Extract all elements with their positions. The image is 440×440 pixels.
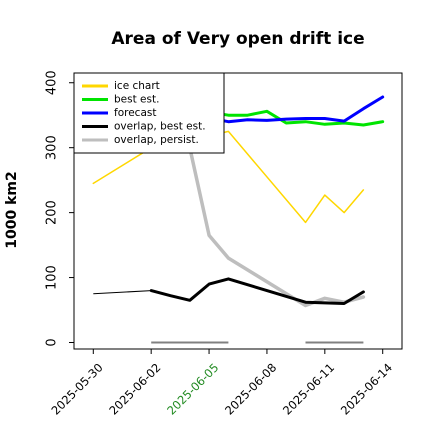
legend-label-overlap-best-est: overlap, best est. <box>114 121 206 133</box>
x-axis: 2025-05-30 2025-06-02 2025-06-05 2025-06-08… <box>48 349 395 418</box>
legend-label-ice-chart: ice chart <box>114 80 160 92</box>
legend-label-overlap-persist: overlap, persist. <box>114 134 199 146</box>
x-tick-label: 2025-06-02 <box>106 360 163 417</box>
x-tick-label: 2025-05-30 <box>48 360 105 417</box>
y-tick-label: 0 <box>45 338 60 346</box>
series-line-overlap-best-est <box>149 277 365 305</box>
x-tick-label: 2025-06-08 <box>222 360 279 417</box>
x-tick-label: 2025-06-11 <box>280 360 337 417</box>
y-tick-label: 400 <box>45 70 60 95</box>
x-tick-label: 2025-06-14 <box>338 360 395 417</box>
y-tick-label: 100 <box>45 265 60 290</box>
gap-connector-line <box>93 290 152 295</box>
chart-title: Area of Very open drift ice <box>111 29 364 49</box>
y-tick-label: 300 <box>45 135 60 160</box>
y-axis-label: 1000 km2 <box>4 171 20 248</box>
x-tick-label: 2025-06-05 <box>164 360 221 417</box>
y-axis: 0 100 200 300 400 <box>45 70 74 347</box>
series-line-best-est <box>207 109 385 127</box>
series-line-forecast <box>207 95 385 124</box>
legend-label-best-est: best est. <box>114 94 159 106</box>
y-tick-label: 200 <box>45 200 60 225</box>
plot-frame <box>73 72 403 350</box>
legend-label-forecast: forecast <box>114 107 156 119</box>
legend: ice chart best est.forecast overlap, best … <box>73 72 225 154</box>
